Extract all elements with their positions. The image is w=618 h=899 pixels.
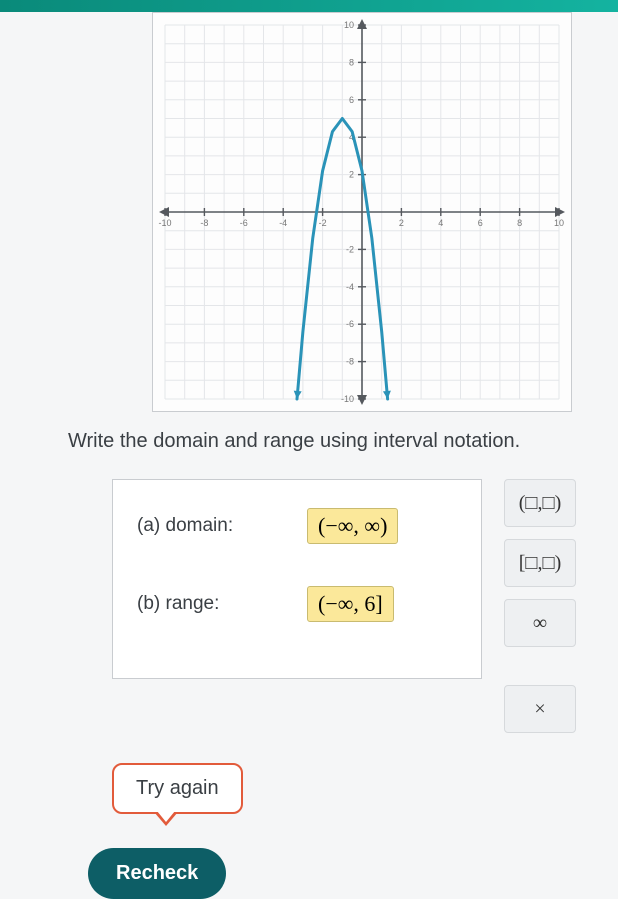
range-value[interactable]: (−∞, 6]: [307, 586, 394, 622]
svg-text:-4: -4: [279, 218, 287, 228]
svg-text:-8: -8: [346, 357, 354, 367]
domain-label: (a) domain:: [137, 515, 267, 537]
svg-text:-6: -6: [346, 319, 354, 329]
palette-close-button[interactable]: ×: [504, 685, 576, 733]
try-again-label: Try again: [136, 777, 219, 799]
svg-text:-4: -4: [346, 282, 354, 292]
svg-text:10: 10: [344, 20, 354, 30]
coordinate-graph: -10-8-6-4-2246810-10-8-6-4-2246810: [152, 12, 572, 412]
svg-text:-10: -10: [158, 218, 171, 228]
svg-text:-10: -10: [341, 394, 354, 404]
answer-row-range: (b) range: (−∞, 6]: [137, 586, 457, 622]
answer-box: (a) domain: (−∞, ∞) (b) range: (−∞, 6]: [112, 479, 482, 679]
symbol-palette: (□,□) [□,□) ∞ ×: [504, 479, 584, 733]
svg-text:-2: -2: [346, 244, 354, 254]
svg-text:-8: -8: [200, 218, 208, 228]
svg-text:-2: -2: [319, 218, 327, 228]
domain-value[interactable]: (−∞, ∞): [307, 508, 398, 544]
answer-area: (a) domain: (−∞, ∞) (b) range: (−∞, 6] (…: [112, 479, 618, 733]
svg-text:10: 10: [554, 218, 564, 228]
svg-text:8: 8: [517, 218, 522, 228]
try-again-callout: Try again: [112, 763, 243, 814]
palette-closed-open-interval-button[interactable]: [□,□): [504, 539, 576, 587]
svg-text:2: 2: [399, 218, 404, 228]
answer-row-domain: (a) domain: (−∞, ∞): [137, 508, 457, 544]
svg-text:6: 6: [478, 218, 483, 228]
svg-text:4: 4: [438, 218, 443, 228]
main-content: -10-8-6-4-2246810-10-8-6-4-2246810 Write…: [0, 12, 618, 899]
palette-open-open-interval-button[interactable]: (□,□): [504, 479, 576, 527]
graph-svg: -10-8-6-4-2246810-10-8-6-4-2246810: [153, 13, 571, 411]
svg-text:-6: -6: [240, 218, 248, 228]
recheck-button[interactable]: Recheck: [88, 848, 226, 899]
app-topbar: [0, 0, 618, 12]
palette-infinity-button[interactable]: ∞: [504, 599, 576, 647]
question-text: Write the domain and range using interva…: [68, 430, 618, 453]
svg-text:6: 6: [349, 95, 354, 105]
range-label: (b) range:: [137, 593, 267, 615]
svg-text:2: 2: [349, 170, 354, 180]
svg-text:8: 8: [349, 57, 354, 67]
